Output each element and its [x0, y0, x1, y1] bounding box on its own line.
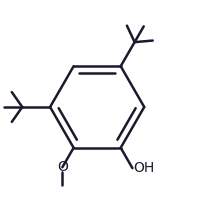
Text: OH: OH [134, 161, 155, 175]
Text: O: O [57, 160, 68, 174]
